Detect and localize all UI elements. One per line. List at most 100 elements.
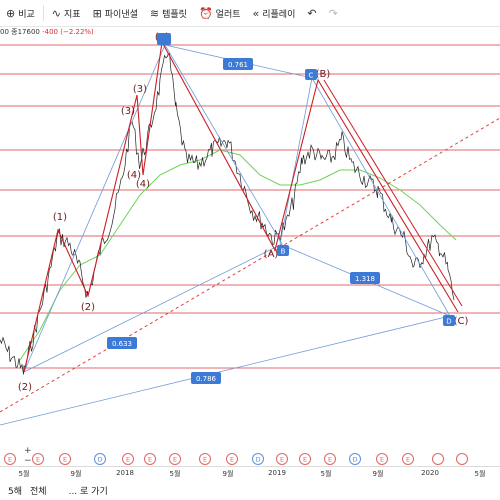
time-axis-tick: 5월	[18, 470, 30, 478]
wave-label: (2)	[81, 302, 95, 313]
horizontal-levels	[0, 44, 500, 369]
ratio-badge	[191, 372, 221, 384]
fibonacci-line	[164, 44, 283, 245]
trend-dashed-line	[0, 117, 500, 413]
point-label: C	[309, 72, 314, 80]
time-axis-tick: 9월	[222, 470, 234, 478]
wave-label: (2)	[18, 382, 32, 393]
price-line	[0, 52, 455, 375]
wave-label: (3)	[121, 106, 135, 117]
time-axis-tick: 5월	[474, 470, 486, 478]
ratio-label: 0.761	[228, 61, 248, 69]
time-axis-tick: 5월	[169, 470, 181, 478]
fibonacci-line	[23, 243, 283, 373]
point-badge	[157, 33, 171, 45]
event-marker	[4, 453, 16, 465]
replay-button[interactable]: « 리플레이	[247, 0, 302, 26]
event-marker	[226, 453, 238, 465]
toolbar-divider	[42, 5, 44, 21]
point-label: B	[281, 248, 286, 256]
wave-label: (3)	[133, 84, 147, 95]
financial-button[interactable]: ⊞ 파이낸셜	[87, 0, 144, 26]
wave-label: (4)	[127, 170, 141, 181]
alarm-clock-icon: ⏰	[198, 6, 213, 20]
event-marker	[144, 453, 156, 465]
wave-channel-line	[323, 79, 463, 307]
event-letter: E	[203, 456, 207, 464]
time-axis-tick: 5월	[320, 470, 332, 478]
elliott-wave-lines	[23, 40, 463, 373]
event-marker	[324, 453, 336, 465]
wave-label: (1)	[53, 212, 67, 223]
ohlc-change: -400 (−2.22%)	[42, 28, 94, 36]
point-badge	[443, 315, 455, 326]
template-button[interactable]: ≋ 템플릿	[144, 0, 193, 26]
indicator-icon: ∿	[51, 6, 61, 20]
ratio-label: 1.318	[355, 275, 375, 283]
ratio-label: 0.633	[112, 340, 132, 348]
template-icon: ≋	[149, 6, 160, 20]
zoom-in-icon[interactable]: +	[24, 446, 32, 456]
event-marker	[376, 453, 388, 465]
event-letter: E	[126, 456, 130, 464]
event-letter: E	[36, 456, 40, 464]
undo-icon: ↶	[307, 6, 317, 20]
event-letter: D	[255, 456, 260, 464]
wave-label: (4)	[136, 179, 150, 190]
event-letter: E	[280, 456, 284, 464]
event-marker	[456, 453, 468, 465]
event-marker	[94, 453, 106, 465]
event-letter: E	[173, 456, 177, 464]
event-letter: E	[63, 456, 67, 464]
time-axis: 5월 9월 2018 5월 9월 2019 5월 9월 2020 5월	[0, 466, 500, 481]
financial-icon: ⊞	[92, 6, 102, 20]
event-letter: E	[406, 456, 410, 464]
wave-label: (B)	[316, 69, 331, 80]
indicator-button[interactable]: ∿ 지표	[46, 0, 87, 26]
template-label: 템플릿	[162, 9, 187, 20]
indicator-label: 지표	[64, 9, 81, 20]
wave-label: (C)	[454, 316, 469, 327]
event-marker	[276, 453, 288, 465]
event-letter: E	[328, 456, 332, 464]
event-marker	[59, 453, 71, 465]
alert-button[interactable]: ⏰ 얼러트	[193, 0, 247, 26]
event-marker	[252, 453, 264, 465]
goto-date-button[interactable]: ... 로 가기	[68, 486, 108, 497]
time-axis-tick: 2018	[116, 469, 134, 477]
trend-dashed-line	[0, 117, 500, 413]
wave-line	[23, 40, 459, 373]
ohlc-legend: 00 종17600 -400 (−2.22%)	[0, 27, 94, 37]
chart-toolbar: ⊕ 비교 ∿ 지표 ⊞ 파이낸셜 ≋ 템플릿 ⏰ 얼러트 « 리플레이 ↶ ↷	[0, 0, 500, 27]
zoom-out-icon[interactable]: −	[24, 456, 32, 466]
event-marker	[349, 453, 361, 465]
replay-label: 리플레이	[262, 9, 296, 20]
compare-button[interactable]: ⊕ 비교	[0, 0, 41, 26]
financial-label: 파이낸셜	[104, 9, 138, 20]
event-marker	[299, 453, 311, 465]
ratio-label: 0.786	[196, 375, 217, 383]
range-5y-button[interactable]: 5해	[8, 486, 23, 497]
event-marker	[402, 453, 414, 465]
ratio-badge	[350, 272, 380, 284]
point-label: D	[446, 318, 451, 326]
plus-circle-icon: ⊕	[6, 6, 16, 20]
ohlc-close: 종17600	[11, 28, 40, 36]
point-badge	[277, 245, 289, 256]
redo-icon: ↷	[328, 6, 338, 20]
ratio-badge	[223, 58, 253, 70]
time-axis-tick: 2020	[421, 469, 439, 477]
event-letter: E	[230, 456, 234, 464]
fibonacci-line	[23, 44, 166, 373]
price-chart[interactable]: (1)(2)(3)(3)(4)(4)(5)(2)(A)(B)(C)BCD0.76…	[0, 30, 500, 466]
point-badge	[305, 69, 317, 80]
alert-label: 얼러트	[215, 9, 241, 20]
event-marker	[432, 453, 444, 465]
event-letter: E	[380, 456, 384, 464]
undo-button[interactable]: ↶	[301, 0, 322, 26]
range-all-button[interactable]: 전체	[30, 486, 47, 497]
chart-labels: (1)(2)(3)(3)(4)(4)(5)(2)(A)(B)(C)BCD0.76…	[18, 32, 469, 393]
range-bar: 5해 전체 ... 로 가기	[0, 480, 500, 500]
redo-button[interactable]: ↷	[323, 0, 344, 26]
